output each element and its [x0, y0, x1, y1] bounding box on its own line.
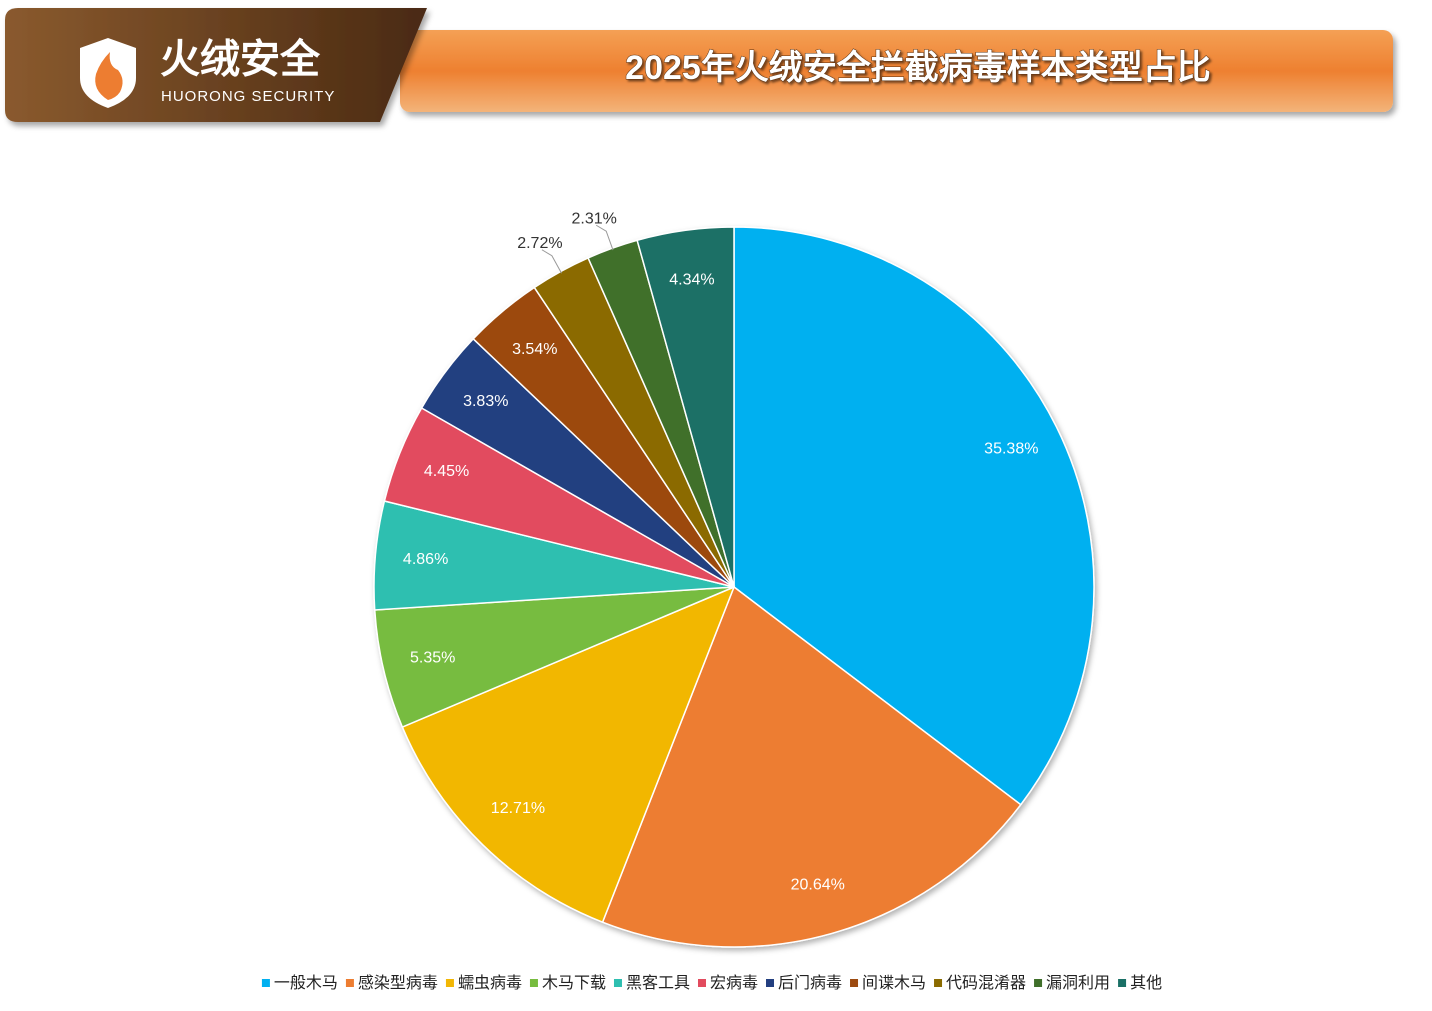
legend-swatch — [445, 979, 454, 987]
legend-swatch — [613, 979, 622, 987]
legend-swatch — [261, 979, 270, 987]
data-label: 4.34% — [669, 271, 714, 288]
legend-item: 木马下载 — [529, 974, 606, 992]
leader-line — [541, 249, 562, 274]
legend-swatch — [1118, 979, 1127, 987]
data-label: 4.86% — [403, 551, 448, 568]
legend-label: 后门病毒 — [778, 974, 842, 992]
brand-tagline: HUORONG SECURITY — [161, 88, 335, 105]
legend-label: 黑客工具 — [626, 974, 690, 992]
legend-swatch — [934, 979, 943, 987]
legend-swatch — [529, 979, 538, 987]
legend-label: 漏洞利用 — [1046, 974, 1110, 992]
legend-label: 其他 — [1130, 974, 1162, 992]
header: 火绒安全 HUORONG SECURITY 2025年火绒安全拦截病毒样本类型占… — [5, 8, 1393, 122]
slice — [636, 226, 735, 588]
chart-title: 2025年火绒安全拦截病毒样本类型占比 — [625, 48, 1211, 87]
title-bar — [400, 30, 1393, 112]
legend-label: 一般木马 — [274, 974, 338, 992]
legend-item: 漏洞利用 — [1034, 974, 1110, 992]
legend-item: 蠕虫病毒 — [445, 974, 522, 992]
legend-swatch — [766, 979, 775, 987]
slice — [401, 585, 736, 924]
logo-flame — [95, 52, 123, 100]
slice — [601, 585, 1022, 948]
legend-item: 宏病毒 — [697, 974, 758, 992]
pie — [373, 226, 1095, 948]
slice-labels: 35.38% 20.64% 12.71% 5.35% 4.86% 4.45% 3.83% 3.… — [403, 210, 1039, 893]
legend-item: 其他 — [1118, 974, 1162, 992]
legend-swatch — [697, 979, 706, 987]
leader-line — [595, 224, 614, 251]
data-label: 2.72% — [517, 235, 562, 252]
legend-label: 宏病毒 — [710, 974, 758, 992]
legend-item: 黑客工具 — [613, 974, 690, 992]
data-label: 12.71% — [491, 800, 545, 817]
legend-item: 一般木马 — [261, 974, 338, 992]
brand-name: 火绒安全 — [160, 37, 321, 82]
data-label: 5.35% — [410, 649, 455, 666]
slice — [733, 226, 1095, 806]
legend-label: 蠕虫病毒 — [458, 974, 522, 992]
data-label: 35.38% — [984, 441, 1038, 458]
data-label: 3.54% — [512, 341, 557, 358]
data-label: 4.45% — [424, 463, 469, 480]
legend-label: 木马下载 — [542, 974, 606, 992]
legend-label: 感染型病毒 — [358, 974, 438, 992]
legend-item: 后门病毒 — [766, 974, 842, 992]
data-label: 20.64% — [791, 876, 845, 893]
data-label: 3.83% — [463, 393, 508, 410]
data-label: 2.31% — [572, 210, 617, 227]
legend-swatch — [850, 979, 859, 987]
legend-swatch — [345, 979, 354, 987]
legend-item: 代码混淆器 — [934, 974, 1026, 992]
legend-label: 间谍木马 — [862, 974, 926, 992]
legend-swatch — [1034, 979, 1043, 987]
legend-label: 代码混淆器 — [946, 974, 1026, 992]
legend: 一般木马 感染型病毒 蠕虫病毒 木马下载 黑客工具 宏病毒 后门病毒 间谍木马 代码混淆器 漏洞利… — [261, 974, 1162, 992]
legend-item: 感染型病毒 — [345, 974, 438, 992]
legend-item: 间谍木马 — [850, 974, 926, 992]
